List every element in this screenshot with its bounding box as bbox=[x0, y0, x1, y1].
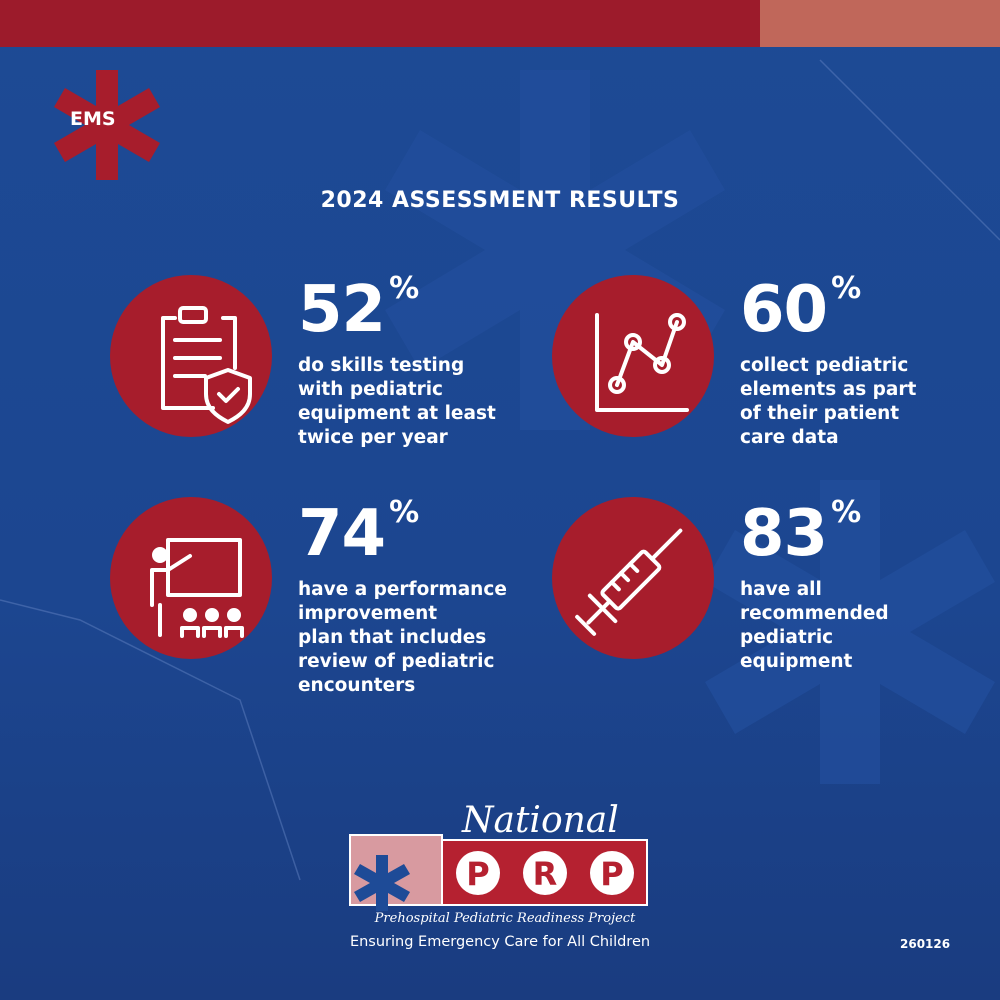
stat-value: 52 bbox=[298, 273, 386, 347]
description-line: of their patient bbox=[740, 403, 900, 424]
description-line: plan that includes bbox=[298, 627, 487, 648]
description-line: with pediatric bbox=[298, 379, 444, 400]
description-line: have a performance bbox=[298, 579, 507, 600]
description-line: elements as part bbox=[740, 379, 917, 400]
clipboard-icon bbox=[161, 306, 252, 424]
title: 2024 ASSESSMENT RESULTS bbox=[320, 188, 680, 213]
ems-star bbox=[54, 70, 160, 180]
description-line: equipment at least bbox=[298, 403, 496, 424]
icon-circle bbox=[552, 497, 714, 659]
line-chart-icon bbox=[595, 313, 689, 412]
description-line: improvement bbox=[298, 603, 438, 624]
logo-script: National bbox=[462, 800, 619, 841]
code: 260126 bbox=[900, 937, 951, 951]
stat-value: 60 bbox=[740, 273, 828, 347]
description-line: review of pediatric bbox=[298, 651, 495, 672]
description-line: collect pediatric bbox=[740, 355, 909, 376]
logo-letter: P bbox=[466, 855, 490, 893]
description-line: encounters bbox=[298, 675, 416, 696]
stat-number: 83% bbox=[740, 498, 861, 567]
description-line: pediatric bbox=[740, 627, 834, 648]
stat-description: have a performance improvement plan that i… bbox=[298, 578, 507, 698]
ems-badge: EMS bbox=[70, 108, 116, 130]
stat-unit: % bbox=[389, 271, 419, 306]
syringe-icon bbox=[575, 528, 683, 636]
description-line: twice per year bbox=[298, 427, 448, 448]
logo-project: Prehospital Pediatric Readiness Project bbox=[374, 911, 636, 926]
description-line: care data bbox=[740, 427, 839, 448]
logo-tagline: Ensuring Emergency Care for All Children bbox=[349, 934, 651, 950]
description-line: recommended bbox=[740, 603, 889, 624]
top-bar-accent bbox=[760, 0, 1000, 47]
logo-letter: R bbox=[532, 855, 558, 893]
top-bar bbox=[0, 0, 760, 47]
stat-number: 60% bbox=[740, 274, 861, 343]
stat-value: 74 bbox=[298, 497, 386, 571]
description-line: equipment bbox=[740, 651, 853, 672]
stat-description: do skills testing with pediatric equipment… bbox=[298, 354, 496, 450]
stat-unit: % bbox=[389, 495, 419, 530]
stat-description: have all recommended pediatric equipment bbox=[740, 578, 889, 674]
stat-description: collect pediatric elements as part of thei… bbox=[740, 354, 916, 450]
stat-number: 52% bbox=[298, 274, 419, 343]
presentation-icon bbox=[150, 538, 244, 638]
stat-unit: % bbox=[831, 495, 861, 530]
stat-unit: % bbox=[831, 271, 861, 306]
logo-letter: P bbox=[600, 855, 624, 893]
stat-value: 83 bbox=[740, 497, 828, 571]
stat-number: 74% bbox=[298, 498, 419, 567]
description-line: do skills testing bbox=[298, 355, 465, 376]
description-line: have all bbox=[740, 579, 822, 600]
icon-circle bbox=[110, 497, 272, 659]
